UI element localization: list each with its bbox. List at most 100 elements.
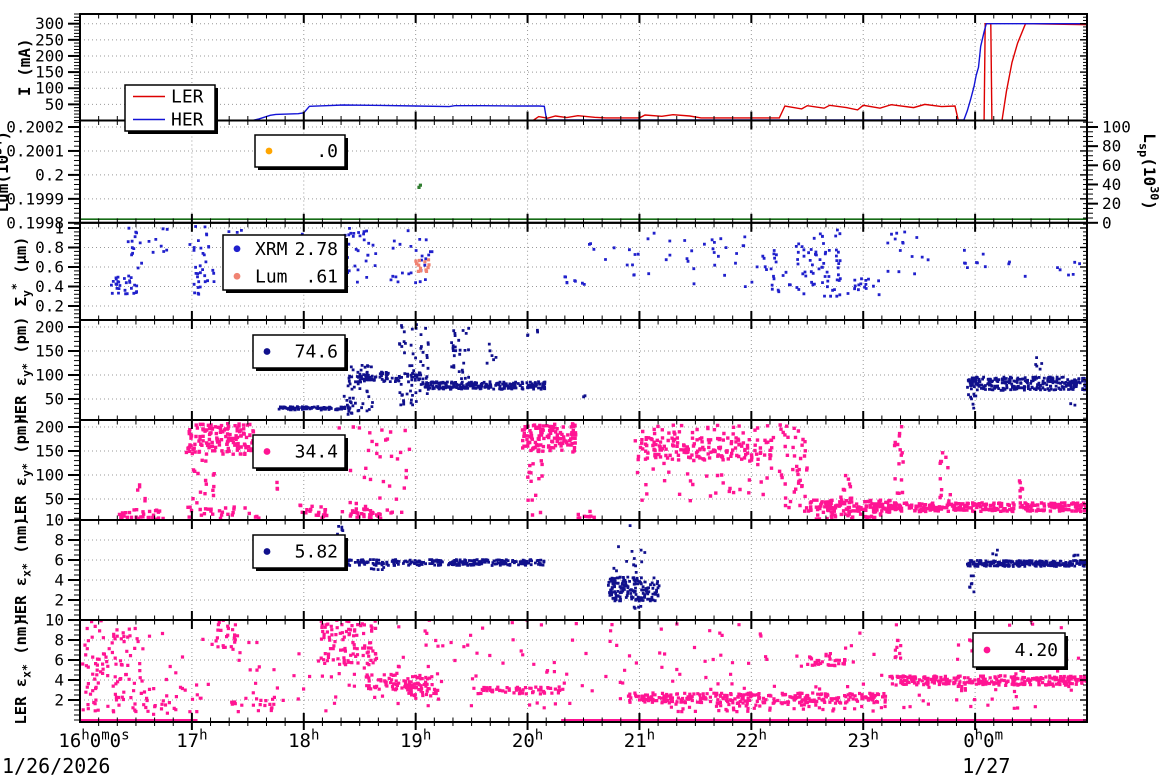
gridlines: [80, 620, 1087, 722]
x-ticks: [98, 520, 1069, 620]
time-label: 22h: [736, 727, 767, 752]
axis-title-ler-ey: LER εy* (pm): [12, 416, 33, 523]
y-tick-label: 6: [54, 551, 64, 570]
y-tick-label: 2: [54, 591, 64, 610]
y-ticks: [68, 13, 1087, 121]
date-left: 1/26/2026: [2, 754, 110, 778]
time-label: 19h: [400, 727, 431, 752]
panel-frame: [79, 119, 1088, 224]
gridlines: [80, 520, 1087, 620]
y-tick-label: 0.1999: [6, 189, 64, 208]
x-ticks: [98, 14, 1069, 121]
y-ticks: [68, 121, 1087, 224]
y-tick-label: 100: [35, 79, 64, 98]
legend-her-ex: 5.82: [252, 534, 348, 571]
axis-title-beam-current: I (mA): [15, 38, 34, 96]
panel-sigma-y: 10.80.60.40.2Σy* (μm): [9, 219, 1088, 321]
y-tick-label: 200: [35, 418, 64, 437]
y-tick-label: 8: [54, 631, 64, 650]
legend-her-ey: 74.6: [252, 334, 348, 371]
y-tick-label: 0.2002: [6, 118, 64, 137]
y-tick-label: 200: [35, 318, 64, 337]
y-tick-label: 10: [45, 511, 64, 530]
legend-value: 34.4: [295, 442, 338, 463]
y-tick-label: 50: [45, 390, 64, 409]
legend-ler-ex: 4.20: [972, 632, 1068, 670]
y-ticks: [68, 519, 1087, 621]
gridlines: [80, 14, 1087, 121]
y-tick-label: 250: [35, 30, 64, 49]
line-LER: [80, 22, 1087, 120]
y-ticks: [68, 421, 1087, 519]
y-tick-label: 0.6: [35, 258, 64, 277]
legend-value: .61: [305, 266, 338, 287]
right-tick-label: 20: [1102, 194, 1121, 213]
scatter-lum-spot: [417, 183, 422, 189]
y-tick-label: 100: [35, 466, 64, 485]
legend-marker: [265, 147, 273, 155]
y-tick-label: 6: [54, 651, 64, 670]
legend-value: 2.78: [295, 239, 338, 260]
legend-ler-ey: 34.4: [252, 434, 348, 471]
panel-frame: [79, 519, 1088, 621]
axis-title-sigma-y: Σy* (μm): [9, 236, 34, 306]
legend-box: [124, 84, 216, 132]
axis-title-luminosity: Lum(1034): [0, 131, 12, 213]
y-ticks: [68, 321, 1087, 419]
series-ler-ey: [117, 422, 1087, 520]
y-tick-label: 150: [35, 342, 64, 361]
legend-value: 5.82: [295, 542, 338, 563]
legend-box: [222, 234, 346, 291]
y-tick-label: 1: [54, 219, 64, 238]
y-tick-label: 10: [45, 611, 64, 630]
legend-label: LER: [171, 87, 204, 108]
time-label: 0h0m: [963, 727, 1003, 752]
legend-marker: [983, 646, 991, 654]
x-ticks: [98, 420, 1069, 520]
right-tick-label: 40: [1102, 175, 1121, 194]
panel-frame: [79, 319, 1088, 421]
y-tick-label: 2: [54, 691, 64, 710]
scatter-ler-ex-pts: [81, 620, 1087, 716]
legend-value: 74.6: [295, 342, 338, 363]
panel-frame: [79, 13, 1088, 122]
y-tick-label: 150: [35, 442, 64, 461]
scatter-her-ey-pts: [277, 323, 1087, 416]
axis-title-her-ex: HER εx* (nm): [12, 516, 33, 623]
y-tick-label: 0.4: [35, 277, 64, 296]
legend-marker: [263, 348, 271, 355]
legend-sigma-y: XRM 2.78 Lum .61: [222, 234, 348, 293]
y-ticks: [68, 223, 1087, 319]
legend-label: Lum: [255, 266, 288, 287]
x-ticks: [98, 320, 1069, 420]
legend-luminosity: .0: [254, 134, 348, 170]
x-ticks: [98, 222, 1069, 320]
series-ler-ex: [80, 620, 1087, 722]
series-her-ey: [277, 323, 1087, 416]
legend-label: XRM: [255, 239, 288, 260]
series-sigma-y: [110, 225, 1081, 298]
time-axis-labels: 16h0m0s 17h 18h 19h 20h 21h 22h 23h 0h0m 1/26/202…: [2, 727, 1010, 778]
panel-frame: [79, 619, 1088, 723]
y-tick-label: 150: [35, 63, 64, 82]
right-tick-label: 80: [1102, 137, 1121, 156]
y-tick-label: 4: [54, 671, 64, 690]
date-right: 1/27: [962, 754, 1010, 778]
panel-her-ey: 200 150 100 50 HER εy* (pm): [12, 316, 1088, 424]
y-tick-label: 50: [45, 490, 64, 509]
right-tick-label: 100: [1102, 118, 1131, 137]
right-tick-label: 60: [1102, 156, 1121, 175]
time-label: 17h: [176, 727, 207, 752]
line-HER: [80, 23, 1087, 120]
y-tick-label: 200: [35, 46, 64, 65]
scatter-ler-ey-pts: [117, 422, 1087, 520]
gridlines: [80, 120, 1087, 223]
x-ticks: [98, 120, 1069, 223]
x-ticks: [98, 620, 1069, 730]
axis-title-ler-ex: LER εx* (nm): [12, 617, 33, 724]
